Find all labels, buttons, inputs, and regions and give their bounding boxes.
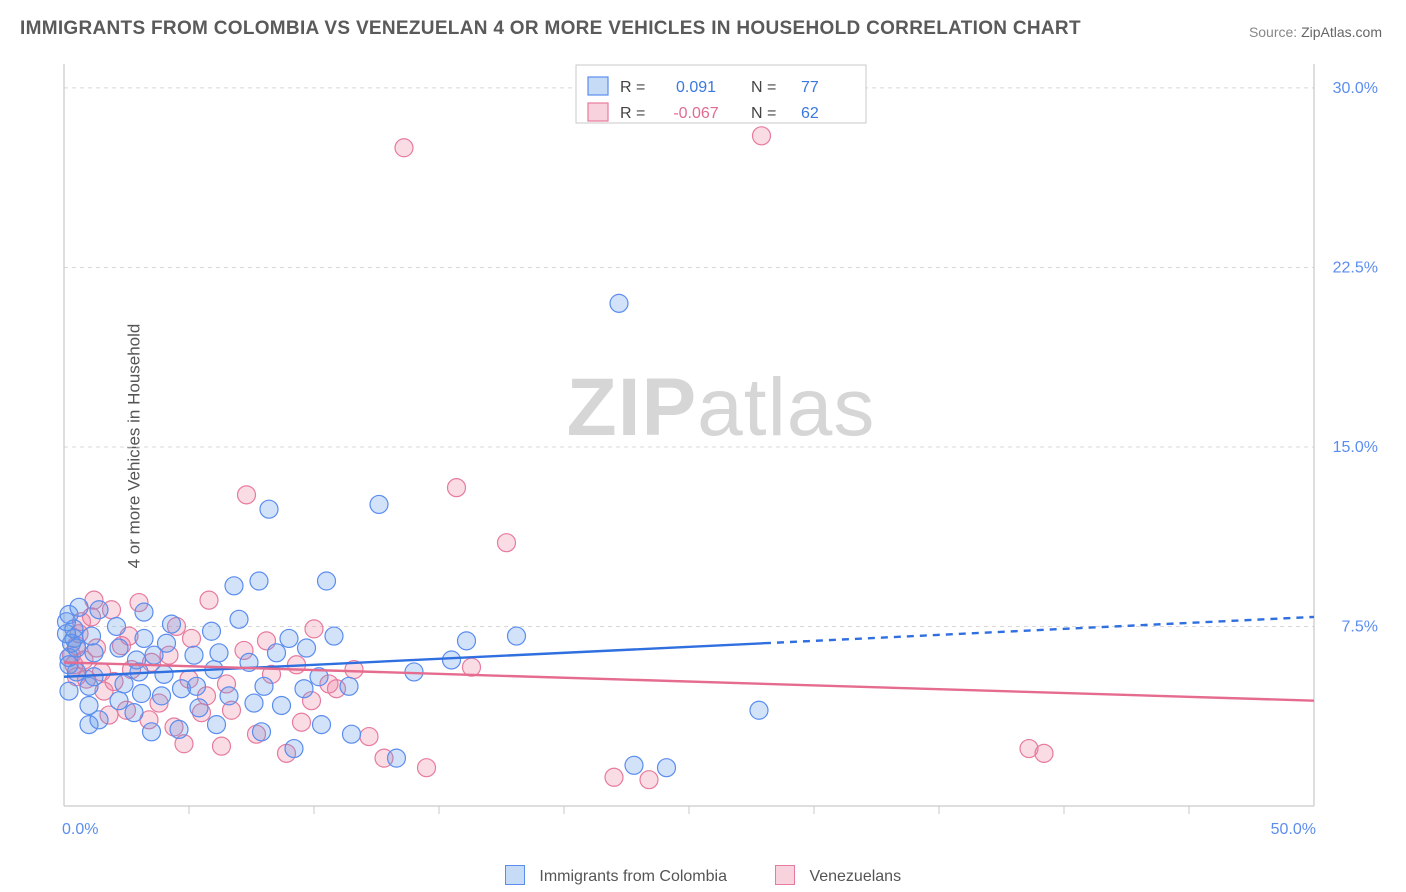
svg-text:22.5%: 22.5% [1333,259,1378,276]
legend-swatch-blue [505,865,525,885]
svg-text:50.0%: 50.0% [1271,821,1316,838]
bottom-legend: Immigrants from Colombia Venezuelans [0,865,1406,886]
plot-area: 7.5% 15.0% 22.5% 30.0% 0.0% 50.0% R = 0.091 N = 7… [56,60,1386,852]
legend-item-venezuela: Venezuelans [775,865,901,886]
legend-swatch-pink [775,865,795,885]
source-site: ZipAtlas.com [1301,24,1382,40]
svg-text:30.0%: 30.0% [1333,80,1378,97]
svg-text:77: 77 [801,79,819,96]
svg-text:N =: N = [751,79,776,96]
svg-text:N =: N = [751,105,776,122]
source-credit: Source: ZipAtlas.com [1249,24,1382,40]
svg-text:R =: R = [620,105,645,122]
svg-text:7.5%: 7.5% [1342,618,1378,635]
legend-item-colombia: Immigrants from Colombia [505,865,727,886]
svg-text:-0.067: -0.067 [673,105,718,122]
svg-text:15.0%: 15.0% [1333,439,1378,456]
scatter-chart: 7.5% 15.0% 22.5% 30.0% 0.0% 50.0% R = 0.091 N = 7… [56,60,1386,852]
legend-label-venezuela: Venezuelans [809,868,901,885]
svg-text:0.0%: 0.0% [62,821,98,838]
svg-text:R =: R = [620,79,645,96]
source-label: Source: [1249,24,1297,40]
chart-title: IMMIGRANTS FROM COLOMBIA VS VENEZUELAN 4… [20,18,1081,40]
legend-label-colombia: Immigrants from Colombia [539,868,727,885]
svg-text:62: 62 [801,105,819,122]
svg-text:0.091: 0.091 [676,79,716,96]
